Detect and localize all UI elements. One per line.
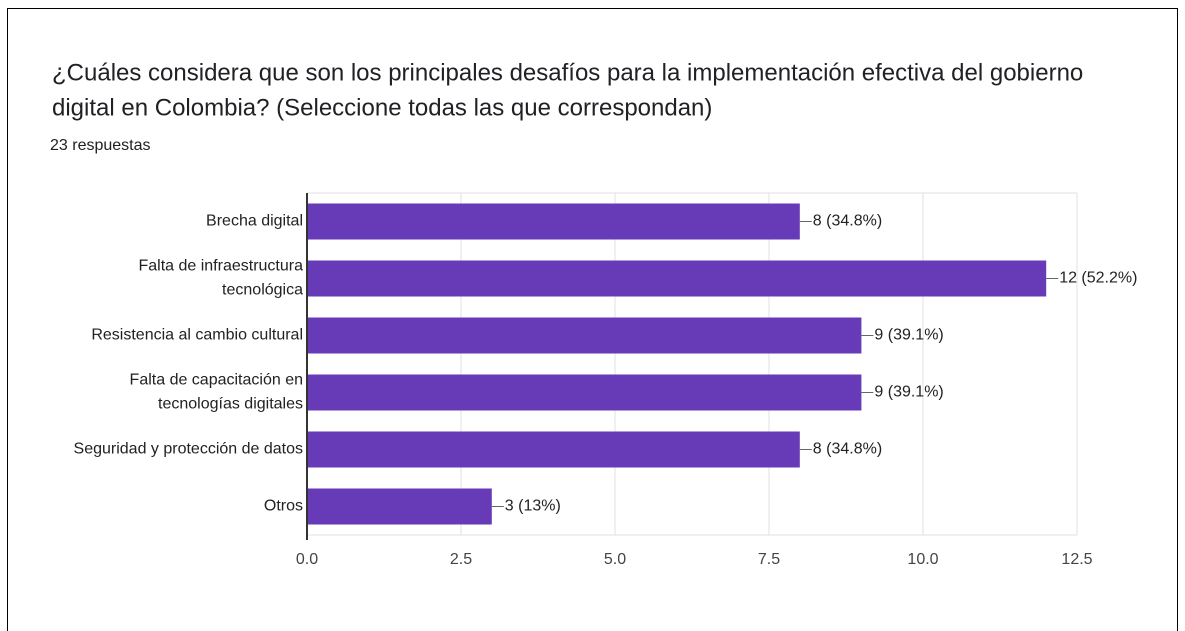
value-label: 3 (13%) <box>505 498 561 515</box>
bar <box>307 260 1047 297</box>
x-tick-label: 5.0 <box>604 551 626 568</box>
x-tick-label: 0.0 <box>296 551 318 568</box>
value-label: 8 (34.8%) <box>813 441 882 458</box>
x-tick-label: 7.5 <box>758 551 780 568</box>
bar <box>307 203 800 240</box>
value-label: 8 (34.8%) <box>813 213 882 230</box>
bar <box>307 488 492 525</box>
bar <box>307 431 800 468</box>
value-label: 9 (39.1%) <box>874 384 943 401</box>
subtitle: 23 respuestas <box>50 137 151 154</box>
value-label: 12 (52.2%) <box>1059 270 1137 287</box>
chart-title: ¿Cuáles considera que son los principale… <box>52 60 1083 122</box>
y-tick-label: Falta de infraestructura tecnológica <box>138 258 303 299</box>
bar <box>307 317 862 354</box>
y-tick-label: Otros <box>264 498 303 515</box>
x-tick-label: 12.5 <box>1061 551 1092 568</box>
x-tick-label: 10.0 <box>907 551 938 568</box>
y-tick-label: Falta de capacitación en tecnologías digi… <box>130 372 303 413</box>
x-tick-label: 2.5 <box>450 551 472 568</box>
bar <box>307 374 862 411</box>
y-tick-label: Seguridad y protección de datos <box>74 441 303 458</box>
y-tick-label: Brecha digital <box>206 213 303 230</box>
y-tick-label: Resistencia al cambio cultural <box>91 327 303 344</box>
value-label: 9 (39.1%) <box>874 327 943 344</box>
